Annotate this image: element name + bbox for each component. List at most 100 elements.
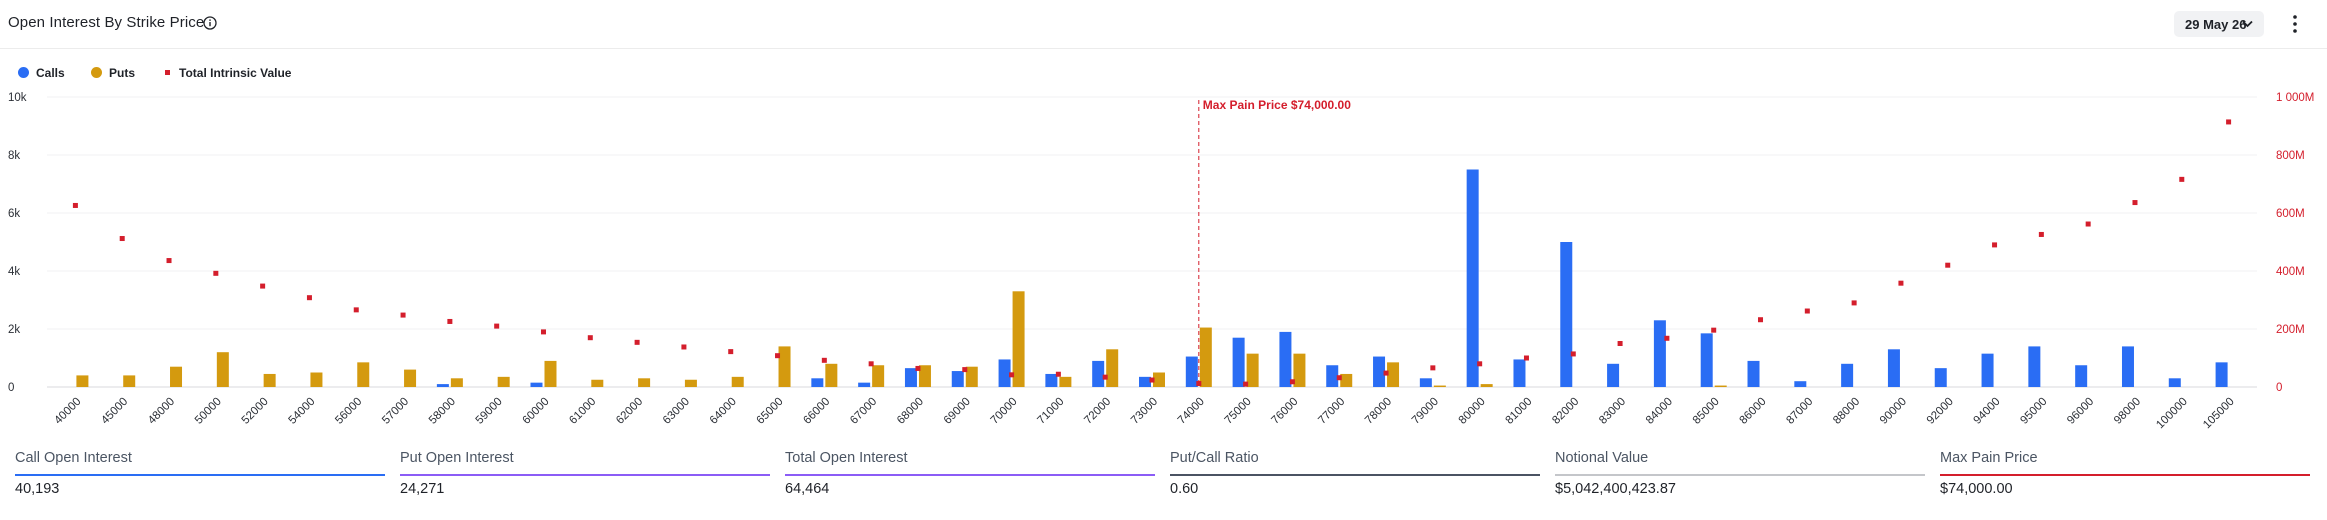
x-tick-label: 85000: [1691, 396, 1722, 427]
intrinsic-value-point: [587, 335, 593, 341]
x-tick-label: 96000: [2065, 396, 2096, 427]
intrinsic-value-point: [1102, 374, 1108, 380]
intrinsic-value-point: [447, 318, 453, 324]
bar-puts: [263, 373, 276, 387]
intrinsic-value-point: [868, 361, 874, 367]
intrinsic-value-point: [1711, 327, 1717, 333]
x-tick-label: 83000: [1597, 396, 1628, 427]
x-tick-label: 61000: [567, 396, 598, 427]
bar-calls: [1232, 337, 1245, 387]
intrinsic-value-point: [1055, 371, 1061, 377]
bar-calls: [2168, 378, 2181, 387]
intrinsic-value-point: [1945, 262, 1951, 268]
bar-puts: [1199, 327, 1212, 387]
x-tick-label: 87000: [1784, 396, 1815, 427]
info-icon[interactable]: [203, 16, 217, 30]
y-tick-label-left: 0: [8, 382, 14, 394]
stat-underline: [1555, 474, 1925, 476]
intrinsic-value-point: [400, 312, 406, 318]
bar-puts: [357, 362, 370, 387]
stat-notional-value: Notional Value $5,042,400,423.87: [1555, 443, 1925, 503]
x-tick-label: 45000: [99, 396, 130, 427]
intrinsic-value-point: [634, 339, 640, 345]
x-tick-label: 88000: [1831, 396, 1862, 427]
bar-puts: [1340, 373, 1353, 387]
bar-calls: [1747, 360, 1760, 387]
intrinsic-value-point: [540, 329, 546, 335]
legend-label-intrinsic: Total Intrinsic Value: [179, 66, 292, 80]
bar-calls: [1794, 381, 1807, 387]
more-options-icon[interactable]: [2290, 13, 2300, 35]
intrinsic-value-point: [494, 323, 500, 329]
stat-label: Call Open Interest: [15, 450, 132, 466]
intrinsic-value-point: [306, 295, 312, 301]
bar-calls: [1139, 376, 1151, 387]
intrinsic-value-point: [260, 283, 266, 289]
x-tick-label: 84000: [1644, 396, 1675, 427]
bar-puts: [404, 369, 417, 387]
stat-label: Notional Value: [1555, 450, 1649, 466]
intrinsic-value-point: [1898, 280, 1904, 286]
open-interest-chart: 0 2k 4k 6k 8k 10k 0 200M 400M 600M 800M 1 000M Max P…: [8, 92, 2314, 432]
intrinsic-value-point: [72, 202, 78, 208]
stat-underline: [1940, 474, 2310, 476]
x-tick-label: 67000: [848, 396, 879, 427]
bar-puts: [216, 352, 229, 387]
intrinsic-value-point: [2038, 231, 2044, 237]
bar-calls: [1887, 349, 1900, 387]
x-tick-label: 94000: [1972, 396, 2003, 427]
intrinsic-value-point: [1430, 365, 1436, 371]
intrinsic-value-point: [2085, 221, 2091, 227]
x-tick-label: 77000: [1316, 396, 1347, 427]
legend-marker-intrinsic: [165, 70, 170, 75]
bar-calls: [2215, 362, 2228, 387]
bar-calls: [2075, 365, 2088, 387]
stat-value: 24,271: [400, 481, 445, 497]
bar-puts: [1012, 291, 1025, 387]
intrinsic-value-point: [1477, 361, 1483, 367]
bar-calls: [1513, 359, 1526, 387]
stat-put-call-ratio: Put/Call Ratio 0.60: [1170, 443, 1540, 503]
y-tick-label-left: 6k: [8, 208, 20, 220]
x-tick-label: 78000: [1363, 396, 1394, 427]
intrinsic-value-point: [1617, 341, 1623, 346]
bar-calls: [1279, 331, 1292, 387]
bar-calls: [1653, 320, 1666, 387]
bar-calls: [1185, 356, 1198, 387]
x-tick-label: 62000: [614, 396, 645, 427]
date-selector[interactable]: 29 May 26: [2174, 11, 2264, 37]
x-tick-label: 65000: [755, 396, 786, 427]
stat-put-open-interest: Put Open Interest 24,271: [400, 443, 770, 503]
stat-total-open-interest: Total Open Interest 64,464: [785, 443, 1155, 503]
bar-calls: [1934, 368, 1947, 387]
intrinsic-value-point: [1758, 317, 1764, 323]
x-tick-label: 95000: [2018, 396, 2049, 427]
x-tick-label: 75000: [1223, 396, 1254, 427]
x-tick-label: 79000: [1410, 396, 1441, 427]
bar-puts: [76, 375, 89, 387]
chart-header: Open Interest By Strike Price 29 May 26: [0, 0, 2327, 49]
summary-stats: Call Open Interest 40,193 Put Open Interes…: [0, 443, 2327, 520]
stat-underline: [785, 474, 1155, 476]
bar-calls: [951, 371, 964, 387]
stat-value: 40,193: [15, 481, 60, 497]
intrinsic-value-point: [353, 307, 359, 313]
intrinsic-value-point: [1523, 355, 1529, 361]
intrinsic-value-point: [1009, 372, 1015, 378]
intrinsic-value-point: [775, 353, 781, 359]
x-tick-label: 90000: [1878, 396, 1909, 427]
bar-puts: [1106, 349, 1119, 387]
y-tick-label-right: 400M: [2276, 266, 2305, 278]
x-tick-label: 100000: [2154, 396, 2190, 432]
bar-calls: [436, 384, 449, 387]
y-tick-label-right: 200M: [2276, 324, 2305, 336]
bar-calls: [811, 378, 824, 387]
x-tick-label: 71000: [1035, 396, 1066, 427]
stat-value: $5,042,400,423.87: [1555, 481, 1676, 497]
intrinsic-value-point: [915, 365, 921, 371]
intrinsic-value-point: [821, 357, 827, 363]
intrinsic-value-point: [728, 349, 734, 355]
intrinsic-value-point: [1570, 351, 1576, 357]
x-tick-label: 76000: [1269, 396, 1300, 427]
bar-calls: [2028, 346, 2041, 387]
